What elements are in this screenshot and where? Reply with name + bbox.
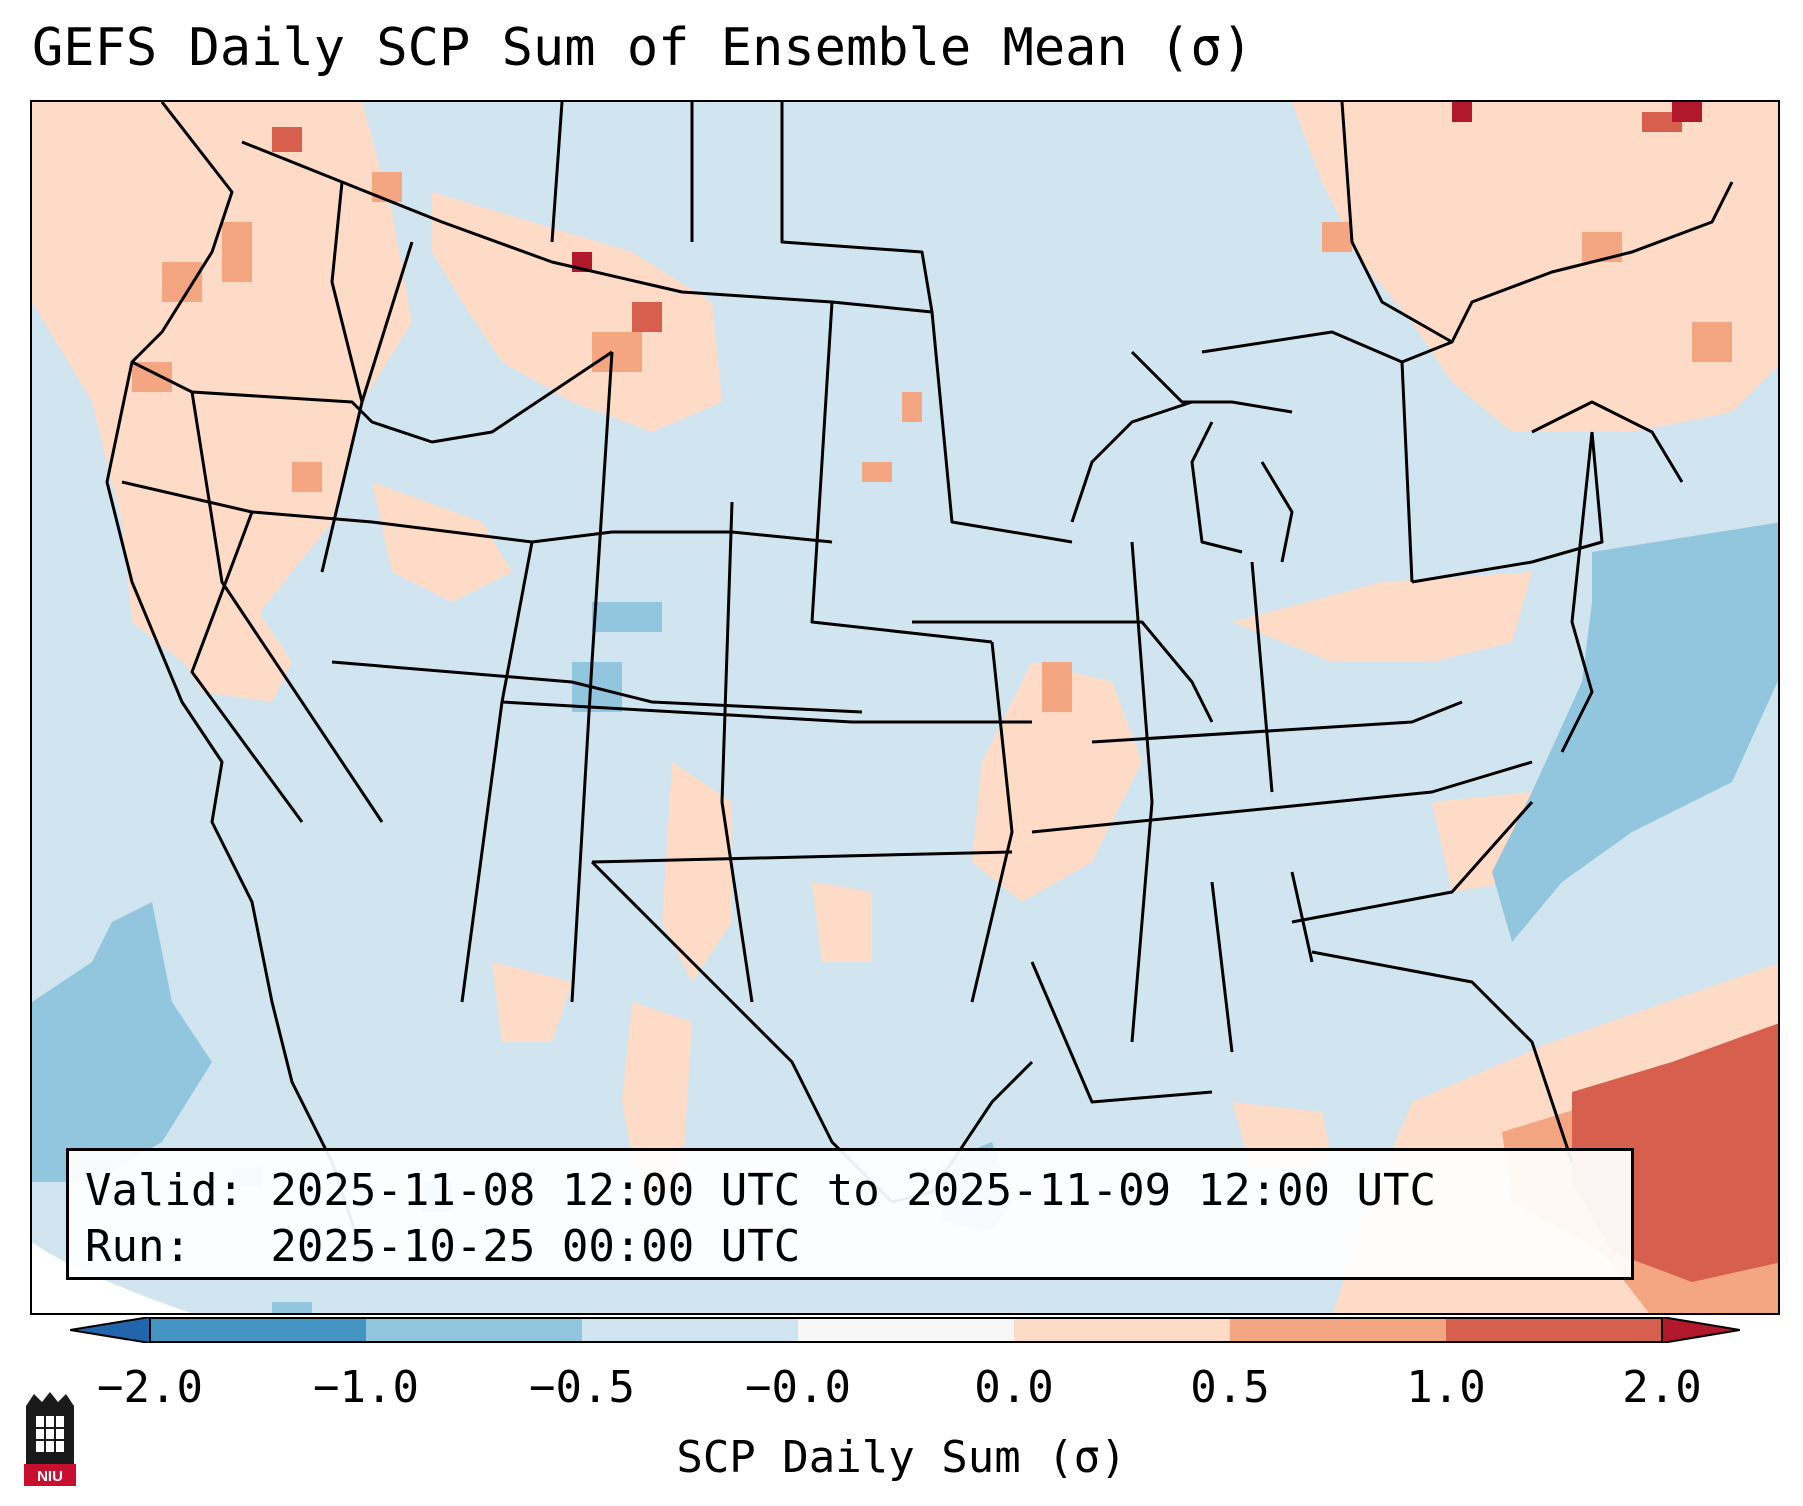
colorbar-extend-low	[70, 1317, 151, 1343]
colorbar-bin-5	[1014, 1317, 1230, 1343]
colorbar-bin-4	[798, 1317, 1014, 1343]
colorbar-tick-1: −2.0	[97, 1362, 203, 1413]
colorbar-frame	[149, 1317, 1663, 1343]
niu-logo-text: NIU	[37, 1468, 63, 1485]
scp-map	[32, 102, 1778, 1313]
colorbar-bin-6	[1230, 1317, 1446, 1343]
colorbar-tick-4: −0.0	[745, 1362, 851, 1413]
map-title: GEFS Daily SCP Sum of Ensemble Mean (σ)	[32, 18, 1253, 78]
run-time-line: Run: 2025-10-25 00:00 UTC	[85, 1221, 801, 1272]
colorbar-tick-5: 0.0	[974, 1362, 1054, 1413]
valid-run-info-box: Valid: 2025-11-08 12:00 UTC to 2025-11-0…	[66, 1148, 1634, 1280]
colorbar-tick-2: −1.0	[313, 1362, 419, 1413]
colorbar-extend-high	[1661, 1317, 1740, 1343]
map-background	[32, 102, 1778, 1313]
colorbar-bin-3	[582, 1317, 798, 1343]
niu-logo: NIU	[24, 1392, 76, 1486]
colorbar-bin-1	[150, 1317, 366, 1343]
colorbar-tick-3: −0.5	[529, 1362, 635, 1413]
state-boundaries	[105, 102, 1734, 1253]
colorbar-tick-6: 0.5	[1190, 1362, 1270, 1413]
colorbar-tick-8: 2.0	[1622, 1362, 1702, 1413]
map-panel	[30, 100, 1780, 1315]
colorbar-bin-2	[366, 1317, 582, 1343]
colorbar-tick-7: 1.0	[1406, 1362, 1486, 1413]
colorbar-label: SCP Daily Sum (σ)	[676, 1432, 1127, 1483]
valid-time-line: Valid: 2025-11-08 12:00 UTC to 2025-11-0…	[85, 1165, 1437, 1216]
colorbar	[70, 1317, 1740, 1343]
colorbar-bin-7	[1446, 1317, 1662, 1343]
positive-anomaly-field	[32, 102, 1778, 1313]
